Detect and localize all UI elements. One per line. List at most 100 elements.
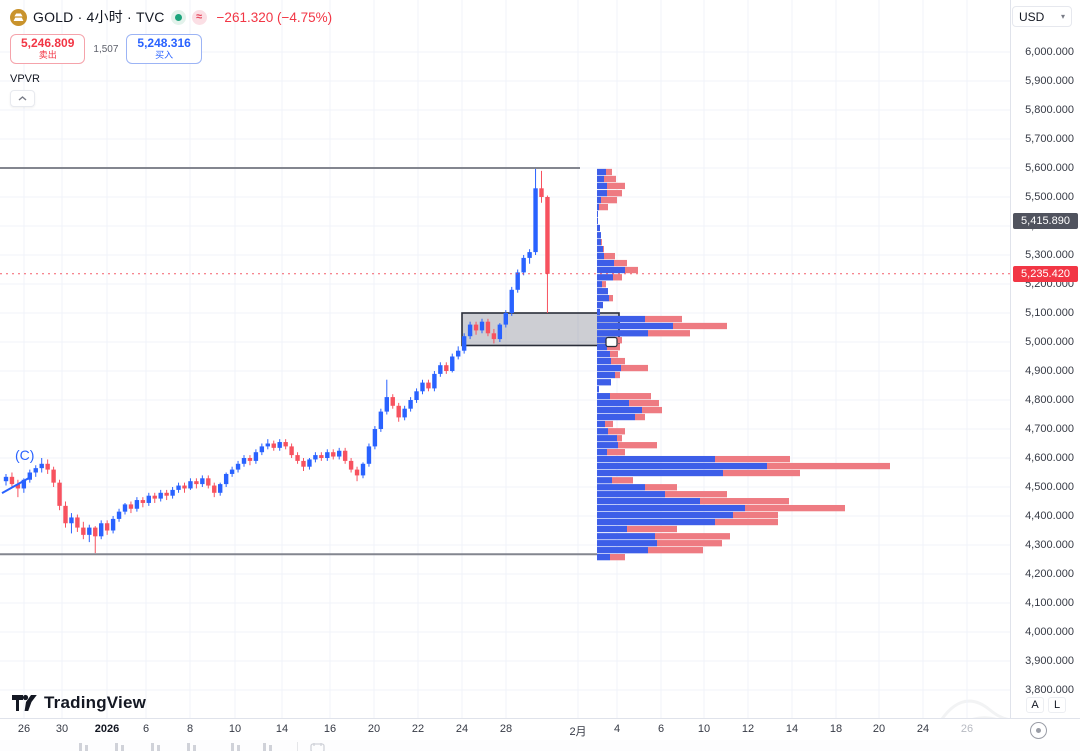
candle-body <box>319 455 324 458</box>
time-tick-label: 16 <box>323 723 337 735</box>
candle-body <box>33 468 38 473</box>
sell-label: 卖出 <box>38 50 57 60</box>
candle-body <box>372 429 378 447</box>
candle-body <box>194 481 199 485</box>
volume-profile-up <box>597 547 648 554</box>
currency-value: USD <box>1019 9 1045 24</box>
volume-profile-up <box>597 337 612 344</box>
candle-body <box>503 313 508 325</box>
log-scale-button[interactable]: L <box>1048 697 1066 713</box>
volume-profile-up <box>597 175 604 183</box>
toolbar-icon[interactable] <box>150 743 164 751</box>
volume-profile-down <box>723 469 800 477</box>
price-tick-label: 4,300.000 <box>1025 539 1074 551</box>
candle-body <box>259 446 265 453</box>
volume-profile-up <box>597 168 606 176</box>
volume-profile-up <box>597 400 629 407</box>
volume-profile-up <box>597 259 614 267</box>
range-box[interactable] <box>461 312 620 347</box>
price-tick-label: 5,100.000 <box>1025 307 1074 319</box>
toolbar-icon[interactable] <box>262 743 276 751</box>
time-tick-label: 4 <box>613 723 621 735</box>
box-resize-handle[interactable] <box>605 336 618 348</box>
auto-scale-button[interactable]: A <box>1026 697 1044 713</box>
time-tick-label: 12 <box>741 723 755 735</box>
candle-body <box>110 518 116 531</box>
volume-profile-up <box>597 301 603 309</box>
gold-symbol-icon <box>10 8 27 26</box>
time-tick-label: 2026 <box>94 723 120 735</box>
spread-value: 1,507 <box>85 43 127 55</box>
approx-data-icon[interactable]: ≈ <box>191 9 207 25</box>
volume-profile-down <box>612 477 633 484</box>
symbol-title[interactable]: GOLD · 4小时 · TVC <box>33 9 165 25</box>
tradingview-logo[interactable]: TradingView <box>12 693 146 713</box>
currency-dropdown[interactable]: USD ▾ <box>1012 6 1072 27</box>
toolbar-icon[interactable] <box>114 743 128 751</box>
price-tick-label: 4,500.000 <box>1025 481 1074 493</box>
candle-body <box>485 321 491 334</box>
collapse-legend-button[interactable] <box>10 90 35 107</box>
candle-body <box>378 411 384 429</box>
volume-profile-down <box>745 504 845 512</box>
volume-profile-up <box>597 308 600 316</box>
bottom-toolbar-strip <box>0 740 1080 751</box>
candle-body <box>467 324 473 337</box>
time-tick-label: 14 <box>785 723 799 735</box>
volume-profile-down <box>629 400 659 407</box>
candle-body <box>396 405 401 418</box>
candle-body <box>301 460 306 467</box>
time-tick-label: 22 <box>411 723 425 735</box>
price-axis[interactable]: 6,000.000 5,900.000 5,800.000 5,700.000 5,60… <box>1010 0 1080 718</box>
price-tick-label: 6,000.000 <box>1025 46 1074 58</box>
candle-body <box>337 450 342 457</box>
candle-body <box>176 485 181 490</box>
candle-body <box>247 458 253 461</box>
price-tick-label: 5,500.000 <box>1025 191 1074 203</box>
volume-profile-up <box>597 386 599 393</box>
scale-buttons: A L <box>1026 697 1066 713</box>
candle-body <box>218 484 223 493</box>
volume-profile-up <box>597 210 598 218</box>
candle-body <box>27 472 32 480</box>
volume-profile-up <box>597 281 602 288</box>
volume-profile-up <box>597 540 657 547</box>
volume-profile-up <box>597 182 607 190</box>
candle-body <box>348 460 354 470</box>
volume-profile-down <box>657 540 722 547</box>
toolbar-icon[interactable] <box>78 743 92 751</box>
candle-body <box>533 188 538 253</box>
price-tick-label: 5,300.000 <box>1025 249 1074 261</box>
candle-body <box>450 356 455 371</box>
candle-body <box>426 382 431 389</box>
price-tick-label: 5,000.000 <box>1025 336 1074 348</box>
market-status-icon[interactable] <box>170 9 186 25</box>
chart-canvas[interactable] <box>0 0 1010 718</box>
candle-body <box>307 459 312 467</box>
volume-profile-down <box>733 511 778 519</box>
candle-body <box>473 324 479 331</box>
toolbar-icon[interactable] <box>186 743 200 751</box>
volume-profile-up <box>597 190 607 197</box>
candle-body <box>253 452 259 461</box>
candle-body <box>235 463 241 470</box>
time-axis[interactable]: 26 30 2026 6 8 10 14 16 20 22 24 28 2月 4 6 10 12 14 18 20 24… <box>0 718 1080 740</box>
calendar-icon[interactable] <box>310 743 326 751</box>
trend-line[interactable] <box>1 476 31 494</box>
buy-button[interactable]: 5,248.316 买入 <box>126 34 202 64</box>
candle-body <box>152 495 157 499</box>
toolbar-icon[interactable] <box>230 743 244 751</box>
indicator-label-vpvr[interactable]: VPVR <box>10 73 40 85</box>
volume-profile-down <box>618 442 657 449</box>
volume-profile-up <box>597 344 607 351</box>
volume-profile-up <box>597 371 615 379</box>
candle-body <box>509 289 514 313</box>
volume-profile-down <box>645 484 677 491</box>
sell-button[interactable]: 5,246.809 卖出 <box>10 34 86 64</box>
candle-body <box>545 197 550 274</box>
volume-profile-down <box>601 239 602 246</box>
go-to-date-button[interactable] <box>1030 722 1047 739</box>
volume-profile-up <box>597 491 665 498</box>
chevron-up-icon <box>18 96 27 101</box>
volume-profile-down <box>599 203 608 211</box>
